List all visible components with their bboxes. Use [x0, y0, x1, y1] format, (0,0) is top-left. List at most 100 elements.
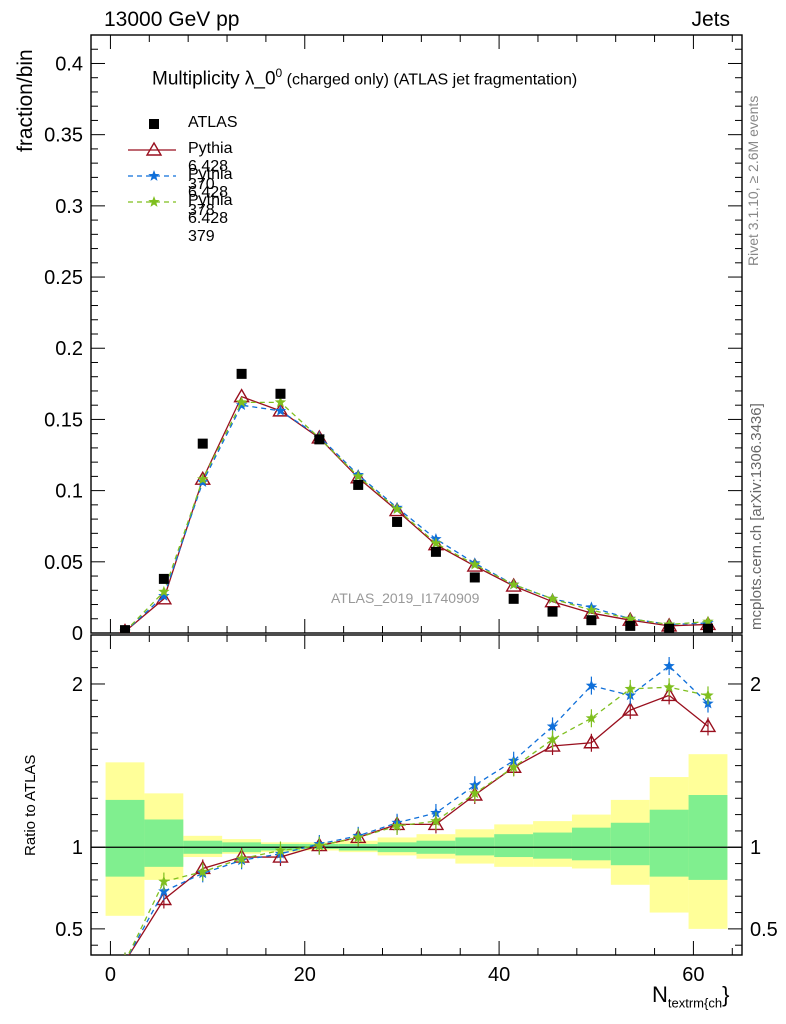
- ratio-point-2: [235, 852, 248, 864]
- legend-symbols: [128, 119, 176, 207]
- data-point-3: [158, 585, 170, 597]
- x-tick-label: 40: [488, 964, 510, 986]
- ratio-y-tick-label-left: 2: [72, 674, 83, 696]
- data-point-0: [586, 615, 597, 626]
- legend-label-p379: Pythia 6.428 379: [188, 192, 233, 245]
- y-tick-label: 0: [72, 623, 83, 645]
- x-tick-label: 60: [682, 964, 704, 986]
- ratio-point-2: [352, 831, 364, 843]
- x-label-main: N: [652, 982, 668, 1007]
- ratio-y-tick-label-right: 0.5: [750, 919, 778, 941]
- header-left: 13000 GeV pp: [104, 8, 240, 31]
- data-point-3: [702, 615, 714, 627]
- data-point-3: [469, 558, 481, 570]
- data-point-1: [388, 502, 406, 517]
- series-line-1: [124, 395, 709, 633]
- band-inner-bin: [571, 827, 611, 861]
- data-point-0: [469, 572, 480, 583]
- ratio-point-2: [119, 956, 130, 967]
- y-tick-label: 0.05: [44, 552, 83, 574]
- ratio-point-2: [197, 865, 209, 877]
- data-point-0: [314, 434, 325, 445]
- legend-label-p378: Pythia 6.428 378: [188, 166, 233, 219]
- data-point-0: [236, 368, 247, 379]
- x-label-close: }: [722, 982, 730, 1007]
- y-tick-label: 0.15: [44, 409, 83, 431]
- ratio-point-2: [469, 787, 481, 799]
- ratio-point-2: [546, 733, 559, 745]
- ratio-point-1: [663, 660, 675, 671]
- series-line-2: [124, 404, 709, 633]
- data-point-3: [197, 473, 209, 485]
- x-tick-label: 0: [105, 964, 116, 986]
- ratio-point-2: [508, 761, 520, 773]
- ratio-point-2: [702, 689, 714, 701]
- ratio-point-0: [583, 734, 600, 749]
- mcplots-label: mcplots.cern.ch [arXiv:1306.3436]: [748, 403, 765, 630]
- y-axis-label-top: fraction/bin: [14, 49, 37, 152]
- data-point-0: [664, 623, 675, 633]
- data-point-0: [547, 606, 558, 617]
- band-inner-bin: [455, 837, 495, 856]
- data-point-1: [505, 577, 522, 592]
- ratio-point-2: [663, 681, 675, 693]
- main-panel-series: [119, 368, 717, 633]
- data-point-0: [702, 623, 713, 633]
- ratio-point-1: [585, 679, 598, 691]
- ratio-point-2: [624, 682, 636, 694]
- band-inner-bin: [649, 809, 689, 877]
- ratio-point-1: [119, 956, 130, 967]
- data-point-3: [235, 396, 248, 408]
- y-tick-label: 0.4: [55, 53, 83, 75]
- x-axis-label: Ntextrm{ch}: [652, 982, 729, 1010]
- data-point-3: [352, 470, 364, 482]
- rivet-info-label: Rivet 3.1.10, ≥ 2.6M events: [745, 95, 761, 266]
- legend-marker-0: [149, 119, 159, 129]
- y-axis-label-bottom: Ratio to ATLAS: [22, 754, 39, 856]
- analysis-watermark: ATLAS_2019_I1740909: [331, 590, 480, 606]
- y-tick-label: 0.35: [44, 125, 83, 147]
- ratio-point-0: [660, 687, 678, 702]
- x-tick-label: 20: [294, 964, 316, 986]
- band-inner-bin: [144, 819, 184, 867]
- band-inner-bin: [610, 822, 650, 866]
- data-point-0: [158, 573, 169, 584]
- legend-marker-2: [148, 170, 160, 181]
- data-point-0: [625, 620, 636, 631]
- ratio-point-2: [313, 839, 325, 851]
- data-point-2: [158, 590, 170, 601]
- ratio-line-1: [127, 665, 709, 955]
- ratio-point-2: [274, 844, 287, 856]
- data-point-0: [430, 546, 441, 557]
- x-label-sub: textrm{ch: [667, 995, 723, 1011]
- ratio-point-2: [585, 712, 598, 724]
- header-right: Jets: [691, 8, 730, 31]
- data-point-0: [275, 388, 286, 399]
- data-point-2: [274, 404, 287, 416]
- legend-label-p370: Pythia 6.428 370: [188, 140, 233, 193]
- ratio-y-tick-label-left: 1: [72, 837, 83, 859]
- legend-label-atlas: ATLAS: [188, 114, 238, 131]
- y-tick-label: 0.1: [55, 481, 83, 503]
- data-point-0: [392, 516, 403, 527]
- band-inner-bin: [533, 832, 572, 859]
- ratio-point-0: [622, 701, 639, 716]
- data-point-0: [353, 479, 364, 490]
- data-point-3: [274, 396, 287, 408]
- title-rest: (charged only) (ATLAS jet fragmentation): [282, 71, 578, 89]
- data-point-0: [120, 625, 131, 633]
- data-point-0: [197, 438, 208, 449]
- ratio-point-0: [123, 953, 127, 955]
- y-tick-label: 0.25: [44, 267, 83, 289]
- data-point-3: [391, 503, 403, 514]
- band-inner-bin: [688, 795, 728, 880]
- title-main: Multiplicity λ_0: [152, 68, 276, 90]
- ratio-line-2: [127, 686, 709, 955]
- data-point-1: [155, 590, 173, 605]
- ratio-y-tick-label-left: 0.5: [55, 919, 83, 941]
- ratio-y-tick-label-right: 1: [750, 837, 761, 859]
- data-point-3: [585, 604, 598, 616]
- legend-marker-3: [148, 196, 160, 207]
- band-inner-bin: [494, 834, 534, 858]
